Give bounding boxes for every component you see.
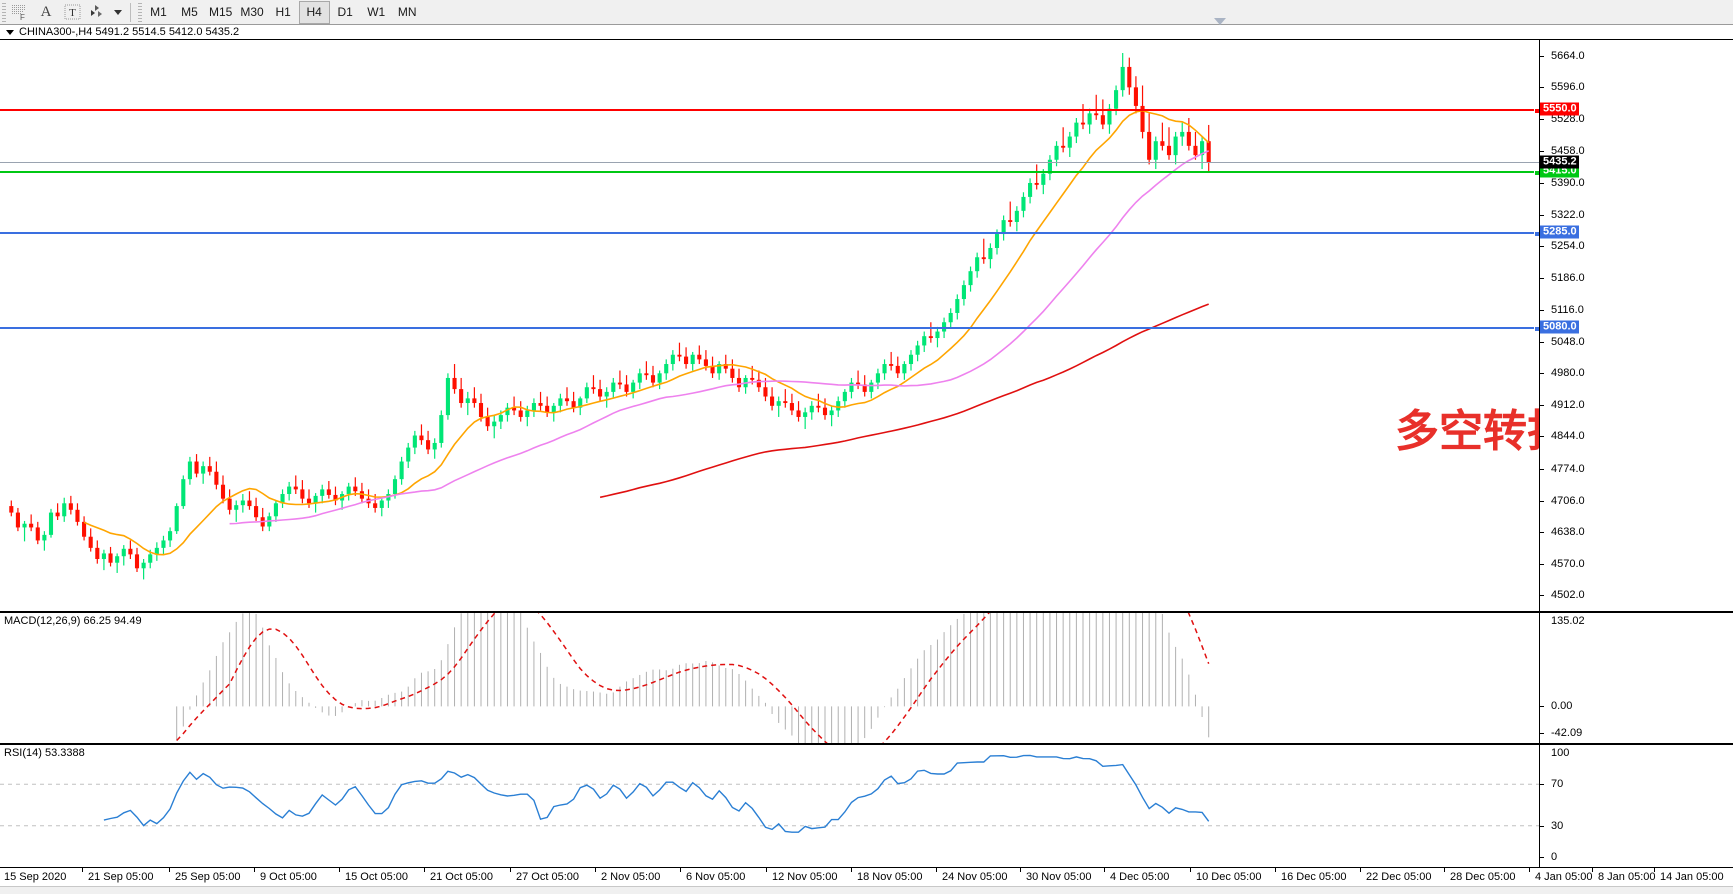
price-tick: 5528.0 bbox=[1540, 113, 1585, 125]
status-bar bbox=[0, 886, 1733, 894]
time-tick-label: 22 Dec 05:00 bbox=[1359, 868, 1432, 883]
time-tick-label: 18 Nov 05:00 bbox=[850, 868, 923, 883]
time-tick-label: 8 Jan 05:00 bbox=[1592, 868, 1656, 883]
timeframe-m30[interactable]: M30 bbox=[240, 5, 264, 19]
rsi-pane[interactable]: RSI(14) 53.3388 100 70 30 0 bbox=[0, 744, 1733, 868]
scroll-position-caret-icon[interactable] bbox=[1214, 18, 1226, 25]
rsi-tick: 30 bbox=[1540, 820, 1563, 832]
price-tick: 5390.0 bbox=[1540, 177, 1585, 189]
time-tick-label: 30 Nov 05:00 bbox=[1019, 868, 1092, 883]
toolbar-grip[interactable] bbox=[2, 2, 6, 22]
time-tick-label: 21 Sep 05:00 bbox=[81, 868, 154, 883]
price-tick: 4638.0 bbox=[1540, 526, 1585, 538]
main-toolbar: F A T M1 M5 M15 M30 H1 H4 D1 W1 bbox=[0, 0, 1733, 25]
rsi-plot-area[interactable]: RSI(14) 53.3388 bbox=[0, 745, 1539, 867]
time-tick-label: 4 Jan 05:00 bbox=[1529, 868, 1593, 883]
dropdown-arrow-icon[interactable] bbox=[111, 1, 125, 24]
macd-plot-area[interactable]: MACD(12,26,9) 66.25 94.49 bbox=[0, 613, 1539, 743]
text-label-icon[interactable]: A bbox=[40, 3, 52, 20]
price-label-5285[interactable]: 5285.0 bbox=[1540, 225, 1579, 239]
text-box-icon[interactable]: T bbox=[59, 1, 85, 24]
rsi-chart bbox=[0, 754, 1539, 833]
rsi-tick: 70 bbox=[1540, 778, 1563, 790]
timeframe-grip[interactable] bbox=[138, 2, 142, 22]
price-plot-area[interactable]: 多空转折点5415 bbox=[0, 40, 1539, 611]
level-line-5415[interactable] bbox=[0, 170, 1539, 177]
shapes-icon[interactable] bbox=[85, 1, 111, 24]
timeframe-m5[interactable]: M5 bbox=[181, 5, 198, 19]
time-tick-label: 21 Oct 05:00 bbox=[424, 868, 493, 883]
current-price-line bbox=[0, 161, 1539, 163]
level-line-5080[interactable] bbox=[0, 325, 1539, 332]
current-price-label: 5435.2 bbox=[1540, 155, 1579, 169]
price-tick: 4912.0 bbox=[1540, 399, 1585, 411]
time-tick-label: 15 Oct 05:00 bbox=[339, 868, 408, 883]
level-line-5285[interactable] bbox=[0, 230, 1539, 237]
macd-label: MACD(12,26,9) 66.25 94.49 bbox=[4, 615, 142, 627]
macd-tick: -42.09 bbox=[1540, 727, 1582, 739]
time-tick-label: 6 Nov 05:00 bbox=[679, 868, 746, 883]
time-tick-label: 28 Dec 05:00 bbox=[1443, 868, 1516, 883]
price-tick: 4570.0 bbox=[1540, 558, 1585, 570]
rsi-label: RSI(14) 53.3388 bbox=[4, 747, 85, 759]
price-tick: 4706.0 bbox=[1540, 495, 1585, 507]
price-tick: 5664.0 bbox=[1540, 50, 1585, 62]
timeframe-m1[interactable]: M1 bbox=[150, 5, 167, 19]
time-tick-label: 4 Dec 05:00 bbox=[1103, 868, 1170, 883]
time-tick-label: 27 Oct 05:00 bbox=[510, 868, 579, 883]
timeframe-h4[interactable]: H4 bbox=[298, 0, 330, 24]
price-tick: 5186.0 bbox=[1540, 272, 1585, 284]
toolbar-separator bbox=[130, 2, 131, 22]
time-tick-label: 14 Jan 05:00 bbox=[1654, 868, 1724, 883]
timeframe-d1[interactable]: D1 bbox=[337, 5, 353, 19]
time-tick-label: 24 Nov 05:00 bbox=[935, 868, 1008, 883]
macd-tick: 0.00 bbox=[1540, 700, 1572, 712]
time-tick-label: 2 Nov 05:00 bbox=[594, 868, 661, 883]
price-tick: 5116.0 bbox=[1540, 304, 1584, 316]
price-tick: 5596.0 bbox=[1540, 81, 1585, 93]
svg-text:F: F bbox=[20, 13, 25, 21]
price-tick: 5322.0 bbox=[1540, 209, 1585, 221]
price-label-5550[interactable]: 5550.0 bbox=[1540, 102, 1579, 116]
macd-tick: 135.02 bbox=[1551, 615, 1585, 627]
time-tick-label: 12 Nov 05:00 bbox=[765, 868, 838, 883]
time-tick-label: 15 Sep 2020 bbox=[4, 871, 67, 883]
timeframe-m15[interactable]: M15 bbox=[209, 5, 233, 19]
price-tick: 4980.0 bbox=[1540, 367, 1585, 379]
price-tick: 4844.0 bbox=[1540, 430, 1585, 442]
price-tick: 5458.0 bbox=[1540, 145, 1585, 157]
rsi-tick: 100 bbox=[1551, 747, 1570, 759]
crosshair-f-icon[interactable]: F bbox=[7, 1, 33, 24]
time-tick-label: 9 Oct 05:00 bbox=[254, 868, 317, 883]
time-tick-label: 16 Dec 05:00 bbox=[1274, 868, 1347, 883]
macd-axis[interactable]: 135.02 0.00 -42.09 bbox=[1539, 613, 1733, 743]
macd-pane[interactable]: MACD(12,26,9) 66.25 94.49 135.02 0.00 -42.… bbox=[0, 612, 1733, 744]
price-tick: 4502.0 bbox=[1540, 589, 1585, 601]
price-pane[interactable]: 多空转折点5415 5664.0 5596.0 5528.0 5458.0 5390.0… bbox=[0, 39, 1733, 612]
price-tick: 5048.0 bbox=[1540, 336, 1585, 348]
candlestick-chart bbox=[9, 52, 1211, 580]
rsi-tick: 0 bbox=[1540, 851, 1557, 863]
price-tick: 5254.0 bbox=[1540, 240, 1585, 252]
level-line-5550[interactable] bbox=[0, 107, 1539, 114]
svg-text:T: T bbox=[69, 7, 76, 19]
symbol-ohlc-text: CHINA300-,H4 5491.2 5514.5 5412.0 5435.2 bbox=[19, 26, 240, 38]
price-tick: 4774.0 bbox=[1540, 463, 1585, 475]
timeframe-h1[interactable]: H1 bbox=[275, 5, 291, 19]
price-label-5080[interactable]: 5080.0 bbox=[1540, 320, 1579, 334]
price-axis[interactable]: 5664.0 5596.0 5528.0 5458.0 5390.0 5322.0 5254… bbox=[1539, 40, 1733, 611]
symbol-header: CHINA300-,H4 5491.2 5514.5 5412.0 5435.2 bbox=[0, 25, 1733, 39]
macd-chart bbox=[176, 613, 1210, 743]
rsi-axis[interactable]: 100 70 30 0 bbox=[1539, 745, 1733, 867]
timeframe-mn[interactable]: MN bbox=[397, 5, 417, 19]
time-tick-label: 10 Dec 05:00 bbox=[1189, 868, 1262, 883]
chart-annotation-text: 多空转折点5415 bbox=[1395, 406, 1539, 457]
timeframe-w1[interactable]: W1 bbox=[367, 5, 386, 19]
chart-menu-caret-icon[interactable] bbox=[6, 29, 14, 35]
time-tick-label: 25 Sep 05:00 bbox=[168, 868, 241, 883]
